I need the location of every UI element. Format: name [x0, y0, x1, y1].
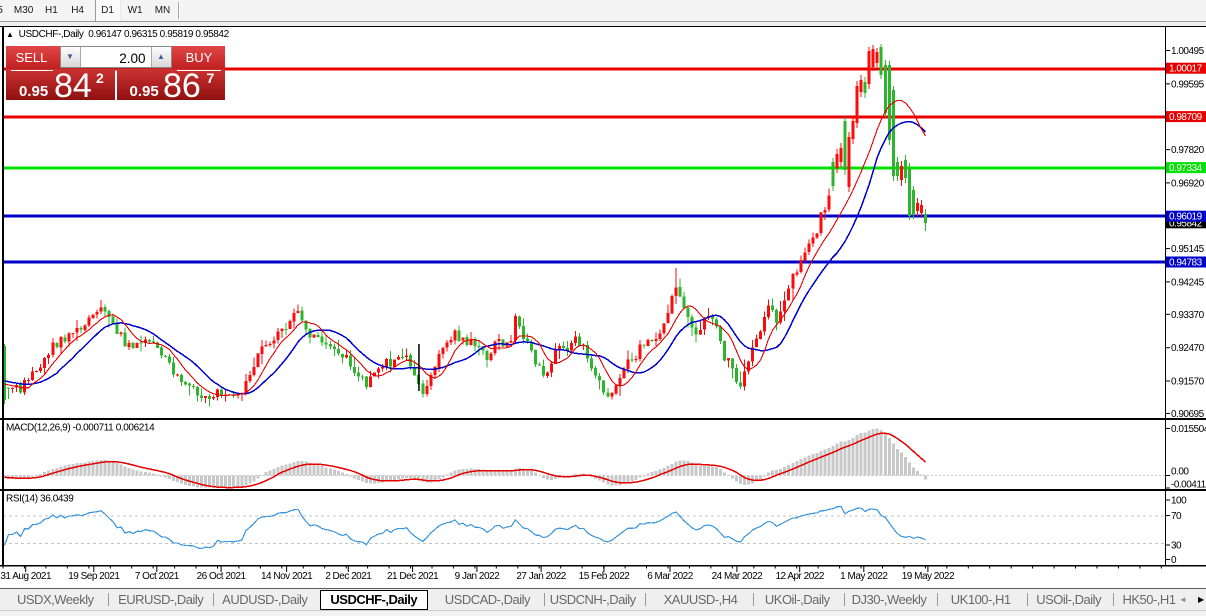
svg-text:100: 100	[1171, 496, 1187, 507]
svg-text:21 Dec 2021: 21 Dec 2021	[387, 571, 439, 582]
svg-text:0.93370: 0.93370	[1171, 310, 1205, 321]
svg-text:0.96920: 0.96920	[1171, 178, 1205, 189]
svg-text:0.92470: 0.92470	[1171, 343, 1205, 354]
svg-text:6 Mar 2022: 6 Mar 2022	[647, 571, 694, 582]
svg-text:30: 30	[1171, 541, 1182, 552]
svg-text:0: 0	[1171, 555, 1177, 566]
svg-text:0.98709: 0.98709	[1169, 112, 1203, 123]
svg-text:0.90695: 0.90695	[1171, 409, 1205, 420]
svg-text:0.015504: 0.015504	[1171, 424, 1206, 435]
svg-text:0.00: 0.00	[1171, 467, 1189, 478]
svg-text:0.95842: 0.95842	[1169, 218, 1203, 229]
svg-text:0.95145: 0.95145	[1171, 244, 1205, 255]
svg-text:27 Jan 2022: 27 Jan 2022	[516, 571, 566, 582]
svg-text:1 May 2022: 1 May 2022	[840, 571, 888, 582]
svg-text:24 Mar 2022: 24 Mar 2022	[712, 571, 764, 582]
svg-text:0.91570: 0.91570	[1171, 377, 1205, 388]
svg-text:0.94245: 0.94245	[1171, 277, 1205, 288]
svg-text:0.96019: 0.96019	[1169, 212, 1203, 223]
svg-text:1.00017: 1.00017	[1169, 64, 1203, 75]
svg-text:MACD(12,26,9) -0.000711 0.0062: MACD(12,26,9) -0.000711 0.006214	[6, 423, 155, 434]
svg-text:12 Apr 2022: 12 Apr 2022	[775, 571, 824, 582]
svg-text:19 May 2022: 19 May 2022	[902, 571, 955, 582]
svg-text:9 Jan 2022: 9 Jan 2022	[455, 571, 500, 582]
svg-text:7 Oct 2021: 7 Oct 2021	[135, 571, 180, 582]
svg-text:0.94783: 0.94783	[1169, 258, 1203, 269]
svg-text:1.00495: 1.00495	[1171, 46, 1205, 57]
svg-text:70: 70	[1171, 511, 1182, 522]
svg-text:0.97820: 0.97820	[1171, 145, 1205, 156]
svg-text:26 Oct 2021: 26 Oct 2021	[197, 571, 247, 582]
svg-text:14 Nov 2021: 14 Nov 2021	[261, 571, 313, 582]
svg-text:-0.004118: -0.004118	[1171, 480, 1206, 491]
svg-text:31 Aug 2021: 31 Aug 2021	[0, 571, 52, 582]
svg-text:19 Sep 2021: 19 Sep 2021	[68, 571, 120, 582]
svg-text:15 Feb 2022: 15 Feb 2022	[579, 571, 631, 582]
svg-text:RSI(14) 36.0439: RSI(14) 36.0439	[6, 494, 74, 505]
svg-text:2 Dec 2021: 2 Dec 2021	[325, 571, 372, 582]
svg-text:0.97334: 0.97334	[1169, 163, 1203, 174]
svg-text:0.99595: 0.99595	[1171, 79, 1205, 90]
